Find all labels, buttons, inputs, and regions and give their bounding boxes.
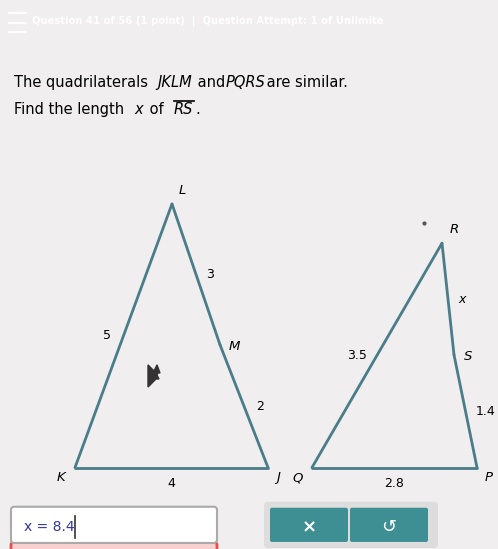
Text: x: x	[458, 293, 466, 306]
Text: 4: 4	[167, 477, 175, 490]
Text: and: and	[193, 75, 230, 90]
FancyBboxPatch shape	[270, 508, 348, 542]
Text: .: .	[195, 102, 200, 117]
Text: L: L	[178, 184, 186, 198]
Text: M: M	[228, 340, 240, 354]
Text: RS: RS	[174, 102, 193, 117]
FancyBboxPatch shape	[11, 507, 217, 543]
FancyBboxPatch shape	[11, 542, 217, 549]
Text: P: P	[485, 471, 493, 484]
Text: Question 41 of 56 (1 point)  |  Question Attempt: 1 of Unlimite: Question 41 of 56 (1 point) | Question A…	[32, 16, 384, 27]
Text: S: S	[464, 350, 472, 363]
Text: ×: ×	[301, 518, 317, 536]
FancyBboxPatch shape	[350, 508, 428, 542]
Text: R: R	[449, 222, 459, 236]
Text: 5: 5	[104, 329, 112, 342]
Text: are similar.: are similar.	[262, 75, 348, 90]
Text: 2.8: 2.8	[384, 477, 404, 490]
Text: 3.5: 3.5	[347, 349, 367, 362]
Text: K: K	[57, 471, 65, 484]
Text: 3: 3	[206, 268, 214, 281]
Text: 2: 2	[256, 400, 264, 413]
Text: PQRS: PQRS	[226, 75, 266, 90]
Text: x = 8.4: x = 8.4	[24, 520, 75, 534]
Polygon shape	[148, 365, 160, 387]
Text: of: of	[145, 102, 168, 117]
Text: 1.4: 1.4	[476, 405, 496, 418]
Text: The quadrilaterals: The quadrilaterals	[14, 75, 152, 90]
Text: x: x	[134, 102, 142, 117]
Text: J: J	[276, 471, 280, 484]
Text: Q: Q	[293, 471, 303, 484]
Text: JKLM: JKLM	[157, 75, 192, 90]
Text: ↺: ↺	[381, 518, 396, 536]
FancyBboxPatch shape	[264, 502, 438, 548]
Text: Find the length: Find the length	[14, 102, 129, 117]
